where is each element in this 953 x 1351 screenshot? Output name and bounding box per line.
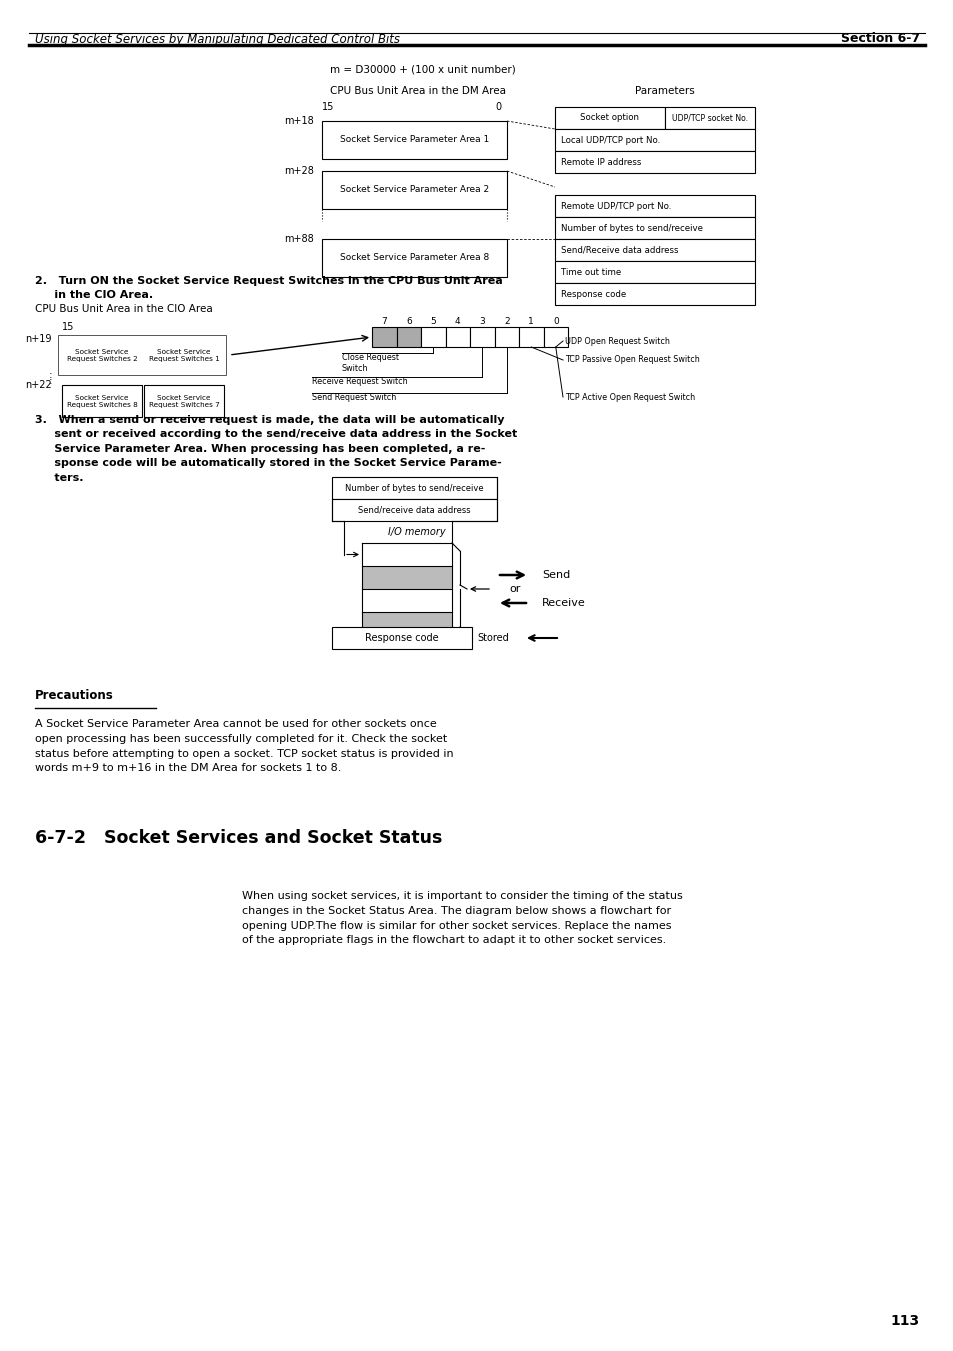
Text: Receive: Receive (541, 598, 585, 608)
FancyBboxPatch shape (445, 327, 470, 347)
FancyBboxPatch shape (555, 107, 664, 128)
Text: or: or (509, 584, 520, 594)
FancyBboxPatch shape (555, 239, 754, 261)
Text: 6-7-2   Socket Services and Socket Status: 6-7-2 Socket Services and Socket Status (35, 830, 442, 847)
Text: I/O memory: I/O memory (388, 527, 445, 536)
FancyBboxPatch shape (144, 385, 224, 417)
Text: Socket Service
Request Switches 1: Socket Service Request Switches 1 (149, 349, 219, 362)
Text: :: : (49, 376, 52, 386)
Text: TCP Active Open Request Switch: TCP Active Open Request Switch (564, 393, 695, 401)
Text: 7: 7 (381, 316, 387, 326)
Text: Section 6-7: Section 6-7 (840, 32, 919, 46)
Text: 113: 113 (890, 1315, 919, 1328)
Text: Stored: Stored (476, 634, 508, 643)
Text: Using Socket Services by Manipulating Dedicated Control Bits: Using Socket Services by Manipulating De… (35, 32, 399, 46)
Text: Receive Request Switch: Receive Request Switch (312, 377, 407, 385)
Text: 15: 15 (322, 101, 334, 112)
Text: When using socket services, it is important to consider the timing of the status: When using socket services, it is import… (242, 892, 682, 946)
FancyBboxPatch shape (494, 327, 518, 347)
Text: Parameters: Parameters (635, 86, 694, 96)
Text: UDP Open Request Switch: UDP Open Request Switch (564, 336, 669, 346)
FancyBboxPatch shape (555, 151, 754, 173)
Text: 3: 3 (478, 316, 485, 326)
Text: Socket Service Parameter Area 2: Socket Service Parameter Area 2 (339, 185, 489, 195)
FancyBboxPatch shape (555, 128, 754, 151)
Text: Socket Service Parameter Area 1: Socket Service Parameter Area 1 (339, 135, 489, 145)
Text: CPU Bus Unit Area in the CIO Area: CPU Bus Unit Area in the CIO Area (35, 304, 213, 313)
FancyBboxPatch shape (332, 499, 497, 521)
FancyBboxPatch shape (555, 261, 754, 282)
Text: Remote UDP/TCP port No.: Remote UDP/TCP port No. (560, 201, 671, 211)
FancyBboxPatch shape (664, 107, 754, 128)
Text: Close Request
Switch: Close Request Switch (341, 354, 398, 373)
Text: Socket Service
Request Switches 7: Socket Service Request Switches 7 (149, 394, 219, 408)
Text: Socket option: Socket option (579, 113, 639, 123)
Text: n+22: n+22 (25, 380, 52, 390)
FancyBboxPatch shape (518, 327, 543, 347)
Text: Number of bytes to send/receive: Number of bytes to send/receive (560, 223, 702, 232)
Text: Response code: Response code (560, 289, 625, 299)
Text: Socket Service
Request Switches 2: Socket Service Request Switches 2 (67, 349, 137, 362)
Text: 4: 4 (455, 316, 460, 326)
FancyBboxPatch shape (58, 335, 226, 376)
Text: Precautions: Precautions (35, 689, 113, 703)
Text: UDP/TCP socket No.: UDP/TCP socket No. (671, 113, 747, 123)
Text: Socket Service Parameter Area 8: Socket Service Parameter Area 8 (339, 254, 489, 262)
Text: 2: 2 (503, 316, 509, 326)
FancyBboxPatch shape (555, 218, 754, 239)
FancyBboxPatch shape (332, 627, 472, 648)
FancyBboxPatch shape (372, 327, 396, 347)
Text: Send Request Switch: Send Request Switch (312, 393, 395, 401)
Text: :: : (49, 370, 52, 380)
Bar (361, 612, 452, 635)
FancyBboxPatch shape (322, 122, 506, 159)
FancyBboxPatch shape (555, 195, 754, 218)
Text: Send/receive data address: Send/receive data address (357, 505, 471, 515)
Text: m = D30000 + (100 x unit number): m = D30000 + (100 x unit number) (330, 63, 516, 74)
Text: Remote IP address: Remote IP address (560, 158, 640, 166)
FancyBboxPatch shape (62, 339, 142, 372)
Text: TCP Passive Open Request Switch: TCP Passive Open Request Switch (564, 355, 699, 365)
Text: Number of bytes to send/receive: Number of bytes to send/receive (345, 484, 483, 493)
Text: 1: 1 (528, 316, 534, 326)
FancyBboxPatch shape (420, 327, 445, 347)
Text: Time out time: Time out time (560, 267, 620, 277)
Text: Send/Receive data address: Send/Receive data address (560, 246, 678, 254)
FancyBboxPatch shape (555, 282, 754, 305)
Text: 3.   When a send or receive request is made, the data will be automatically
    : 3. When a send or receive request is mad… (35, 415, 517, 482)
Text: 15: 15 (62, 322, 74, 332)
FancyBboxPatch shape (470, 327, 494, 347)
Text: Local UDP/TCP port No.: Local UDP/TCP port No. (560, 135, 659, 145)
Text: Send: Send (541, 570, 570, 580)
Text: 0: 0 (495, 101, 500, 112)
Text: m+18: m+18 (284, 116, 314, 126)
Text: CPU Bus Unit Area in the DM Area: CPU Bus Unit Area in the DM Area (330, 86, 505, 96)
FancyBboxPatch shape (543, 327, 567, 347)
Bar (361, 566, 452, 589)
Text: 0: 0 (553, 316, 558, 326)
Text: m+88: m+88 (284, 234, 314, 245)
Text: Socket Service
Request Switches 8: Socket Service Request Switches 8 (67, 394, 137, 408)
FancyBboxPatch shape (322, 239, 506, 277)
Text: n+19: n+19 (26, 334, 52, 345)
FancyBboxPatch shape (144, 339, 224, 372)
Text: A Socket Service Parameter Area cannot be used for other sockets once
open proce: A Socket Service Parameter Area cannot b… (35, 719, 453, 773)
FancyBboxPatch shape (62, 385, 142, 417)
Text: 6: 6 (405, 316, 411, 326)
Text: Response code: Response code (365, 634, 438, 643)
Text: 5: 5 (430, 316, 436, 326)
Text: m+28: m+28 (284, 166, 314, 176)
FancyBboxPatch shape (322, 172, 506, 209)
FancyBboxPatch shape (396, 327, 420, 347)
FancyBboxPatch shape (332, 477, 497, 499)
Text: 2.   Turn ON the Socket Service Request Switches in the CPU Bus Unit Area
     i: 2. Turn ON the Socket Service Request Sw… (35, 276, 502, 300)
